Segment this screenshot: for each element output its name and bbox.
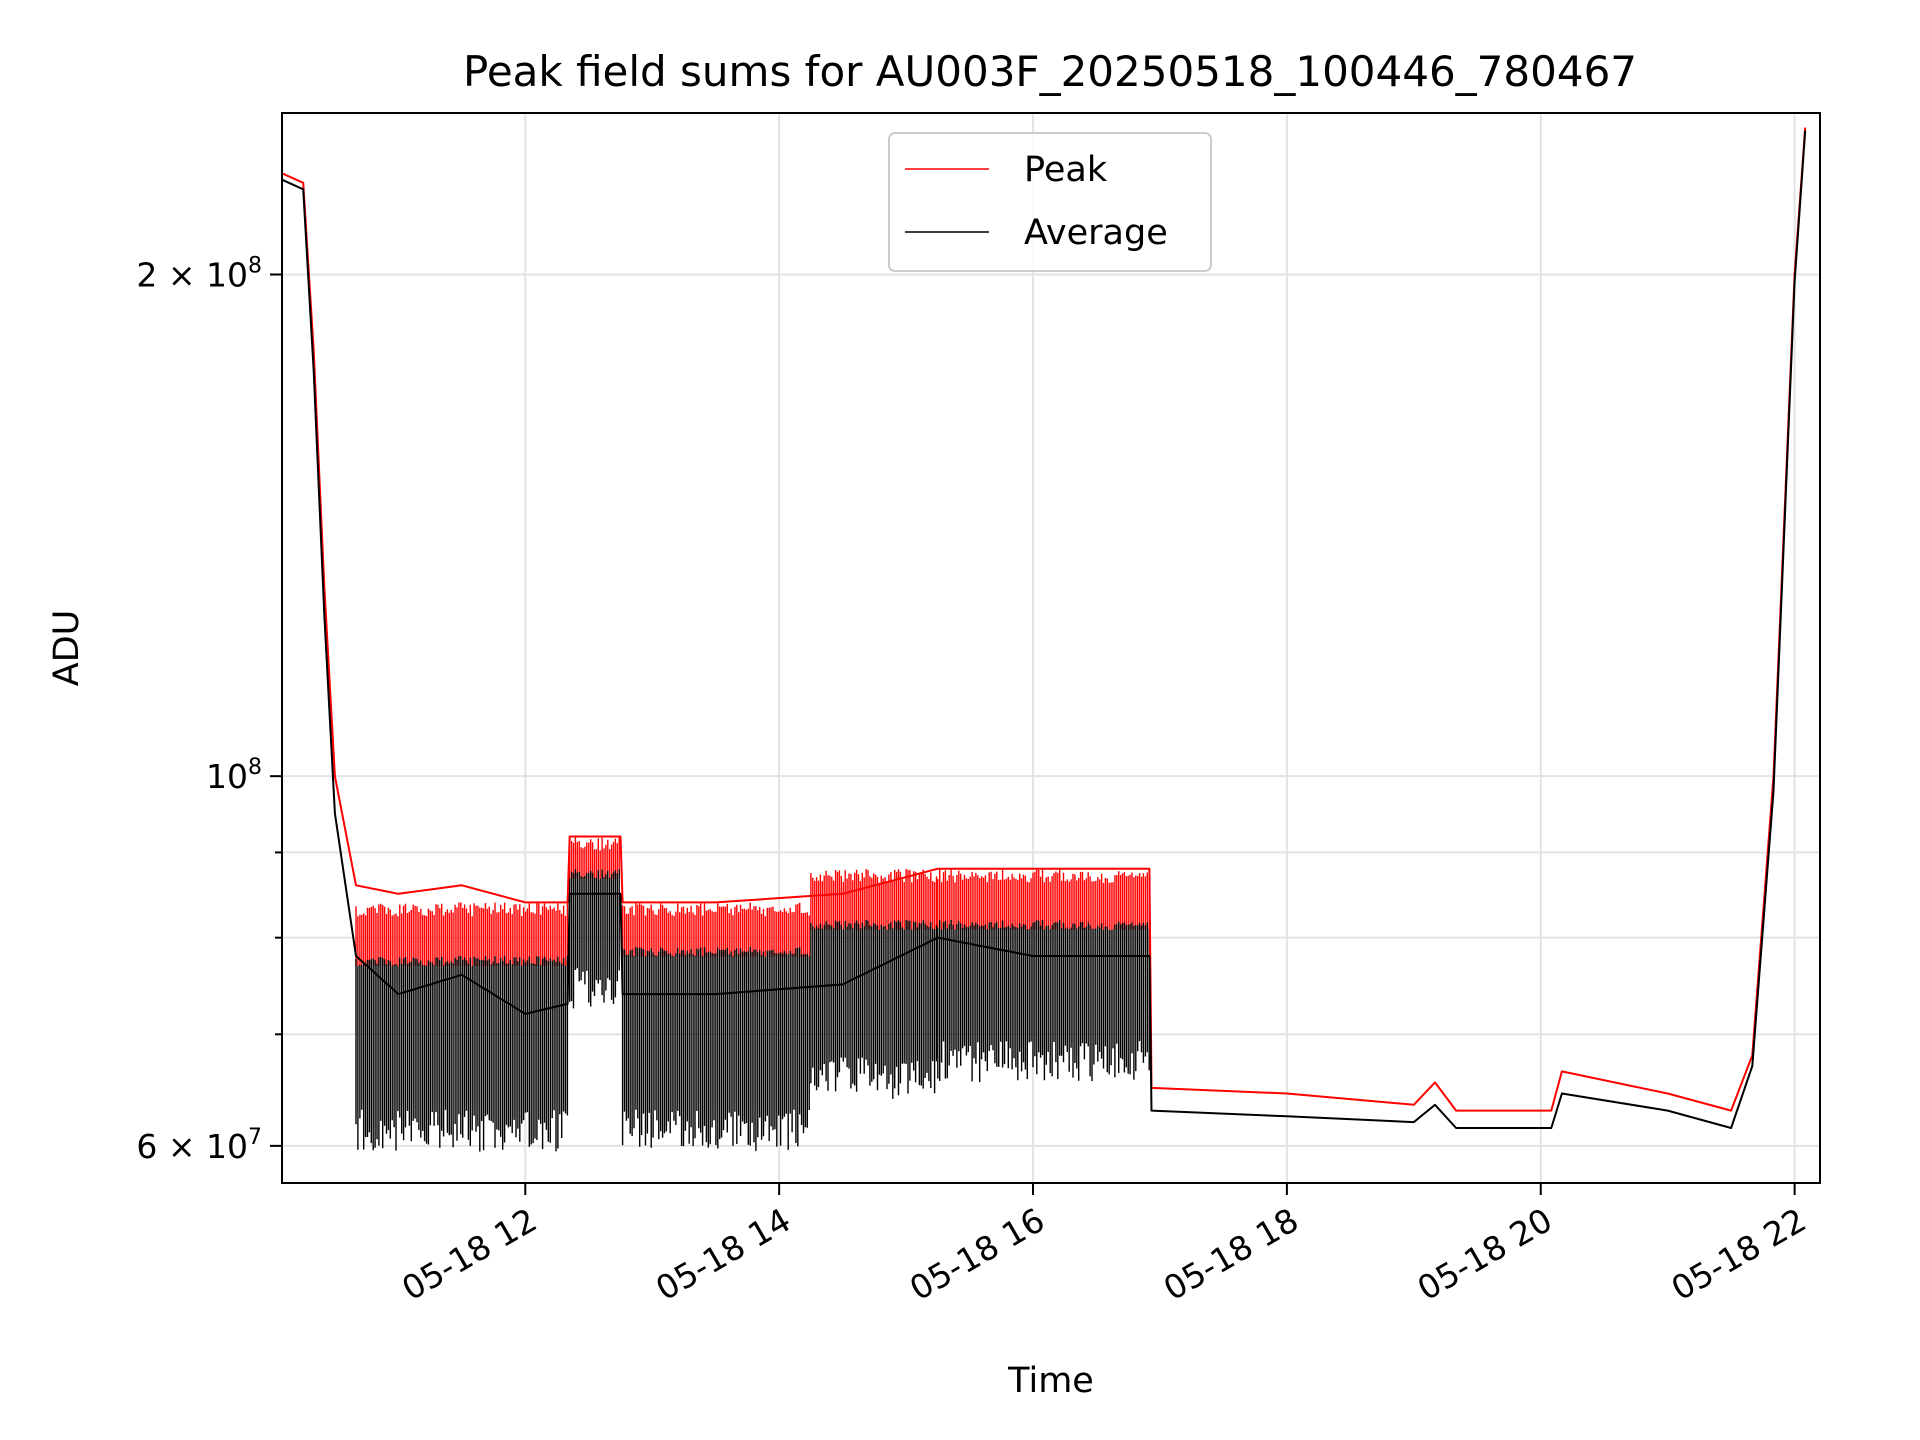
legend-label-peak: Peak	[1024, 150, 1108, 190]
peak-oscillation-band	[621, 902, 810, 957]
peak-oscillation-band	[810, 868, 938, 930]
series-line-peak	[281, 127, 1807, 1112]
peak-oscillation-band	[937, 868, 1150, 930]
y-axis-label: ADU	[47, 610, 87, 687]
average-oscillation-band	[937, 919, 1150, 1083]
legend-label-average: Average	[1024, 213, 1168, 253]
x-axis-label: Time	[1007, 1361, 1094, 1401]
peak-oscillation-band	[355, 902, 569, 966]
average-oscillation-band	[355, 956, 569, 1152]
legend: Peak Average	[888, 132, 1212, 272]
y-tick-label: 2 × 108	[136, 254, 262, 295]
series-line-average	[281, 130, 1807, 1129]
chart-title: Peak field sums for AU003F_20250518_1004…	[463, 47, 1637, 96]
y-tick-label: 108	[206, 755, 262, 796]
oscillation-bands	[355, 837, 1150, 1152]
plot-frame	[281, 112, 1821, 1184]
legend-box	[888, 132, 1212, 272]
average-oscillation-band	[810, 919, 938, 1099]
series-lines	[281, 127, 1807, 1129]
average-oscillation-band	[621, 946, 810, 1151]
y-tick-label: 6 × 107	[136, 1125, 262, 1166]
